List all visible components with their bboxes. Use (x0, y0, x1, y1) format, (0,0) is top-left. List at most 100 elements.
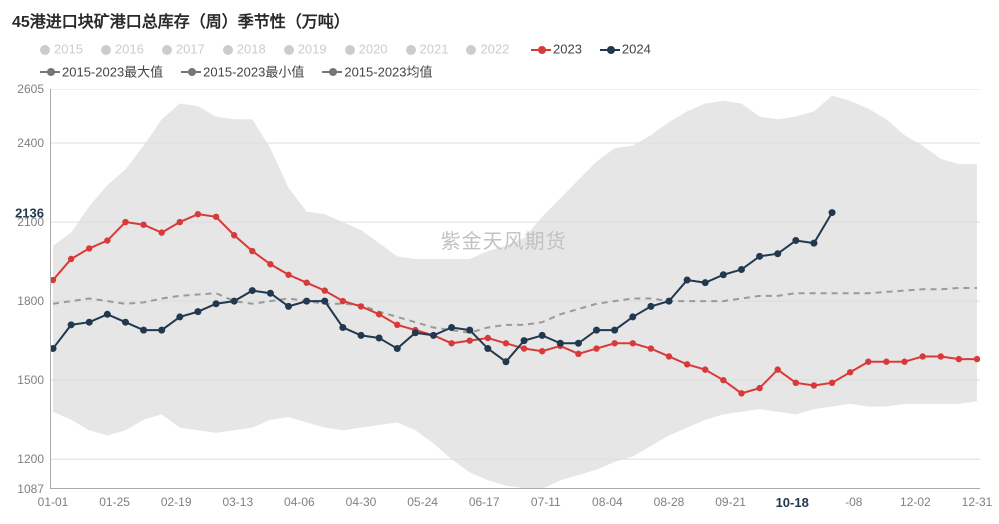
legend-item-band[interactable]: 2015-2023最小值 (181, 61, 304, 84)
point-2024[interactable] (466, 327, 473, 334)
point-2023[interactable] (303, 280, 309, 286)
point-2023[interactable] (684, 361, 690, 367)
legend-item-2021[interactable]: 2021 (406, 38, 449, 61)
point-2024[interactable] (158, 327, 165, 334)
point-2024[interactable] (484, 345, 491, 352)
point-2024[interactable] (611, 327, 618, 334)
point-2023[interactable] (467, 338, 473, 344)
point-2023[interactable] (575, 351, 581, 357)
point-2023[interactable] (195, 211, 201, 217)
point-2023[interactable] (340, 298, 346, 304)
point-2023[interactable] (756, 385, 762, 391)
point-2024[interactable] (666, 298, 673, 305)
point-2024[interactable] (774, 250, 781, 257)
point-2024[interactable] (430, 332, 437, 339)
point-2024[interactable] (593, 327, 600, 334)
point-2023[interactable] (322, 288, 328, 294)
point-2024[interactable] (448, 324, 455, 331)
legend-item-band[interactable]: 2015-2023均值 (322, 61, 432, 84)
point-2023[interactable] (720, 377, 726, 383)
point-2023[interactable] (231, 232, 237, 238)
point-2023[interactable] (503, 340, 509, 346)
point-2023[interactable] (521, 345, 527, 351)
point-2023[interactable] (376, 311, 382, 317)
point-2023[interactable] (213, 214, 219, 220)
point-2023[interactable] (485, 335, 491, 341)
point-2024[interactable] (502, 358, 509, 365)
point-2024[interactable] (176, 314, 183, 321)
point-2024[interactable] (267, 290, 274, 297)
point-2024[interactable] (303, 298, 310, 305)
point-2023[interactable] (68, 256, 74, 262)
point-2024[interactable] (376, 335, 383, 342)
point-2023[interactable] (122, 219, 128, 225)
point-2023[interactable] (901, 359, 907, 365)
point-2024[interactable] (394, 345, 401, 352)
point-2024[interactable] (285, 303, 292, 310)
point-2024[interactable] (321, 298, 328, 305)
point-2023[interactable] (539, 348, 545, 354)
point-2024[interactable] (829, 209, 836, 216)
point-2023[interactable] (847, 369, 853, 375)
point-2024[interactable] (358, 332, 365, 339)
point-2024[interactable] (539, 332, 546, 339)
legend-item-2020[interactable]: 2020 (345, 38, 388, 61)
point-2023[interactable] (267, 261, 273, 267)
point-2023[interactable] (159, 230, 165, 236)
point-2023[interactable] (775, 367, 781, 373)
point-2023[interactable] (666, 353, 672, 359)
point-2024[interactable] (104, 311, 111, 318)
point-2023[interactable] (249, 248, 255, 254)
point-2023[interactable] (104, 237, 110, 243)
point-2023[interactable] (593, 345, 599, 351)
point-2024[interactable] (249, 287, 256, 294)
legend-item-2016[interactable]: 2016 (101, 38, 144, 61)
point-2023[interactable] (630, 340, 636, 346)
point-2024[interactable] (738, 266, 745, 273)
point-2024[interactable] (231, 298, 238, 305)
point-2023[interactable] (956, 356, 962, 362)
point-2024[interactable] (194, 308, 201, 315)
point-2023[interactable] (811, 382, 817, 388)
point-2023[interactable] (358, 303, 364, 309)
point-2023[interactable] (140, 222, 146, 228)
point-2023[interactable] (938, 353, 944, 359)
point-2023[interactable] (648, 345, 654, 351)
point-2023[interactable] (883, 359, 889, 365)
point-2024[interactable] (756, 253, 763, 260)
point-2023[interactable] (738, 390, 744, 396)
legend-item-2022[interactable]: 2022 (466, 38, 509, 61)
point-2024[interactable] (720, 271, 727, 278)
point-2023[interactable] (974, 356, 980, 362)
point-2024[interactable] (629, 314, 636, 321)
point-2023[interactable] (86, 245, 92, 251)
point-2023[interactable] (865, 359, 871, 365)
point-2024[interactable] (68, 321, 75, 328)
point-2024[interactable] (792, 237, 799, 244)
point-2024[interactable] (702, 279, 709, 286)
point-2024[interactable] (647, 303, 654, 310)
point-2023[interactable] (793, 380, 799, 386)
legend-item-2017[interactable]: 2017 (162, 38, 205, 61)
point-2023[interactable] (829, 380, 835, 386)
point-2024[interactable] (140, 327, 147, 334)
legend-item-2015[interactable]: 2015 (40, 38, 83, 61)
legend-item-2024[interactable]: 2024 (600, 38, 651, 61)
point-2023[interactable] (285, 272, 291, 278)
point-2023[interactable] (177, 219, 183, 225)
legend-item-2019[interactable]: 2019 (284, 38, 327, 61)
legend-item-2023[interactable]: 2023 (531, 38, 582, 61)
point-2024[interactable] (86, 319, 93, 326)
point-2024[interactable] (521, 337, 528, 344)
legend-item-band[interactable]: 2015-2023最大值 (40, 61, 163, 84)
point-2024[interactable] (684, 277, 691, 284)
point-2023[interactable] (448, 340, 454, 346)
point-2024[interactable] (122, 319, 129, 326)
point-2023[interactable] (919, 353, 925, 359)
point-2024[interactable] (412, 329, 419, 336)
point-2024[interactable] (557, 340, 564, 347)
point-2023[interactable] (394, 322, 400, 328)
point-2024[interactable] (339, 324, 346, 331)
legend-item-2018[interactable]: 2018 (223, 38, 266, 61)
point-2024[interactable] (213, 300, 220, 307)
